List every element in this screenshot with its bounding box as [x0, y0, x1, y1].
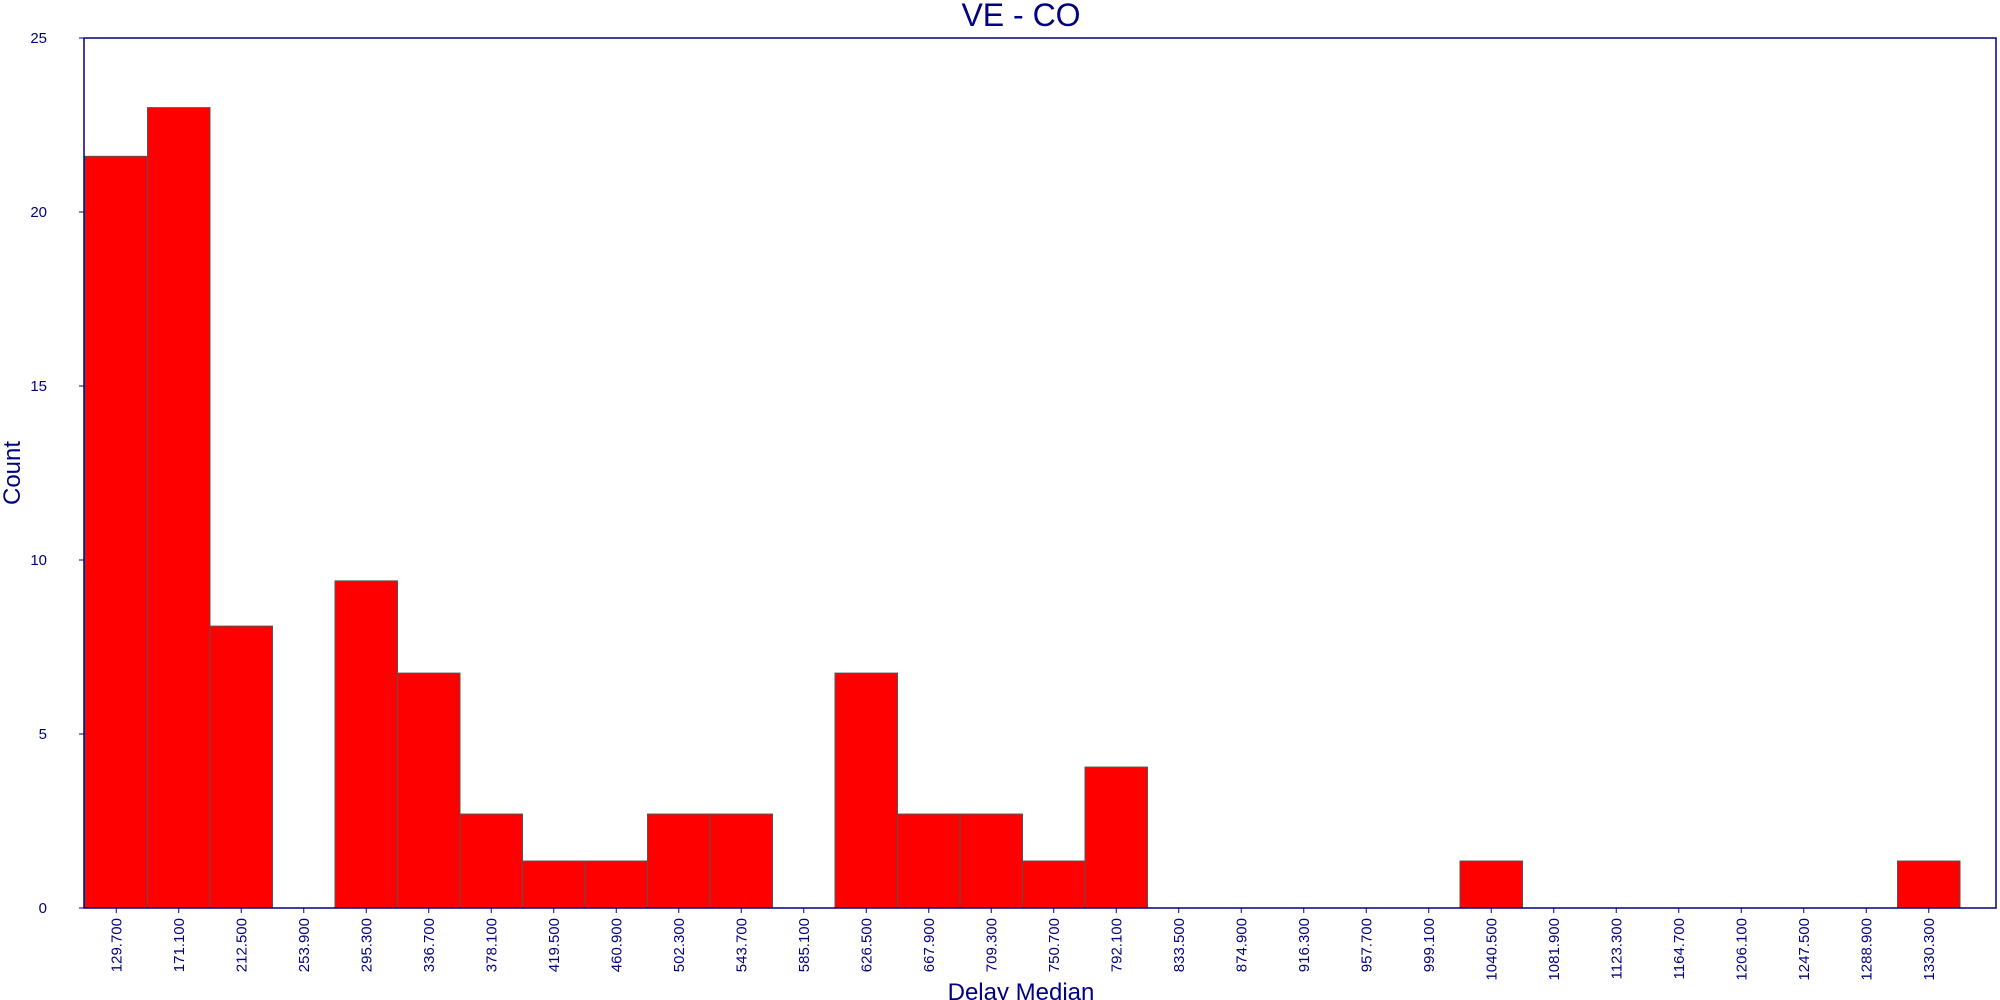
- x-tick-label: 1206.100: [1733, 918, 1750, 981]
- y-tick-label: 10: [30, 552, 47, 569]
- x-tick-label: 212.500: [233, 918, 250, 972]
- histogram-bar: [1084, 766, 1148, 909]
- y-tick-label: 20: [30, 204, 47, 221]
- histogram-bar: [709, 813, 773, 909]
- x-tick-label: 626.500: [858, 918, 875, 972]
- x-tick-label: 585.100: [796, 918, 813, 972]
- x-tick-label: 916.300: [1296, 918, 1313, 972]
- histogram-bar: [1897, 860, 1961, 909]
- y-axis-label: Count: [0, 441, 26, 505]
- histogram-bar: [897, 813, 961, 909]
- x-tick-label: 171.100: [171, 918, 188, 972]
- x-tick-label: 1040.500: [1483, 918, 1500, 981]
- histogram-bar: [209, 625, 273, 909]
- chart-title: VE - CO: [961, 0, 1080, 33]
- histogram-bar: [959, 813, 1023, 909]
- histogram-bar: [1022, 860, 1086, 909]
- histogram-bar: [647, 813, 711, 909]
- x-tick-label: 1123.300: [1608, 918, 1625, 979]
- x-tick-label: 750.700: [1046, 918, 1063, 972]
- histogram-bar: [1459, 860, 1523, 909]
- x-tick-label: 419.500: [546, 918, 563, 972]
- x-tick-label: 502.300: [671, 918, 688, 972]
- y-tick-label: 15: [30, 378, 47, 395]
- x-tick-label: 957.700: [1358, 918, 1375, 972]
- y-tick-label: 5: [39, 726, 47, 743]
- plot-frame: [83, 37, 1997, 909]
- x-tick-label: 336.700: [421, 918, 438, 972]
- x-tick-label: 667.900: [921, 918, 938, 972]
- x-tick-label: 378.100: [483, 918, 500, 972]
- x-tick-label: 1081.900: [1546, 918, 1563, 981]
- x-axis: 129.700 171.100 212.500 253.900 295.300 336.7…: [108, 908, 1938, 981]
- x-tick-label: 1330.300: [1921, 918, 1938, 981]
- histogram-bar: [147, 107, 211, 909]
- x-tick-label: 1164.700: [1671, 918, 1688, 979]
- x-tick-label: 460.900: [608, 918, 625, 972]
- x-axis-label: Delay Median: [948, 979, 1095, 1000]
- x-tick-label: 833.500: [1171, 918, 1188, 972]
- x-tick-label: 999.100: [1421, 918, 1438, 972]
- histogram-bar: [834, 672, 898, 909]
- x-tick-label: 1247.500: [1796, 918, 1813, 981]
- histogram-bar: [522, 860, 586, 909]
- histogram-bar: [584, 860, 648, 909]
- x-tick-label: 543.700: [733, 918, 750, 972]
- bars-layer: [84, 107, 1961, 909]
- x-tick-label: 295.300: [358, 918, 375, 972]
- histogram-bar: [84, 155, 148, 909]
- x-tick-label: 792.100: [1108, 918, 1125, 972]
- y-tick-label: 0: [39, 900, 47, 917]
- histogram-bar: [397, 672, 461, 909]
- x-tick-label: 129.700: [108, 918, 125, 972]
- histogram-bar: [459, 813, 523, 909]
- x-tick-label: 874.900: [1233, 918, 1250, 972]
- y-tick-label: 25: [30, 30, 47, 47]
- x-tick-label: 1288.900: [1858, 918, 1875, 981]
- x-tick-label: 253.900: [296, 918, 313, 972]
- x-tick-label: 709.300: [983, 918, 1000, 972]
- histogram-bar: [334, 580, 398, 909]
- y-axis: 0 5 10 15 20 25: [30, 30, 84, 917]
